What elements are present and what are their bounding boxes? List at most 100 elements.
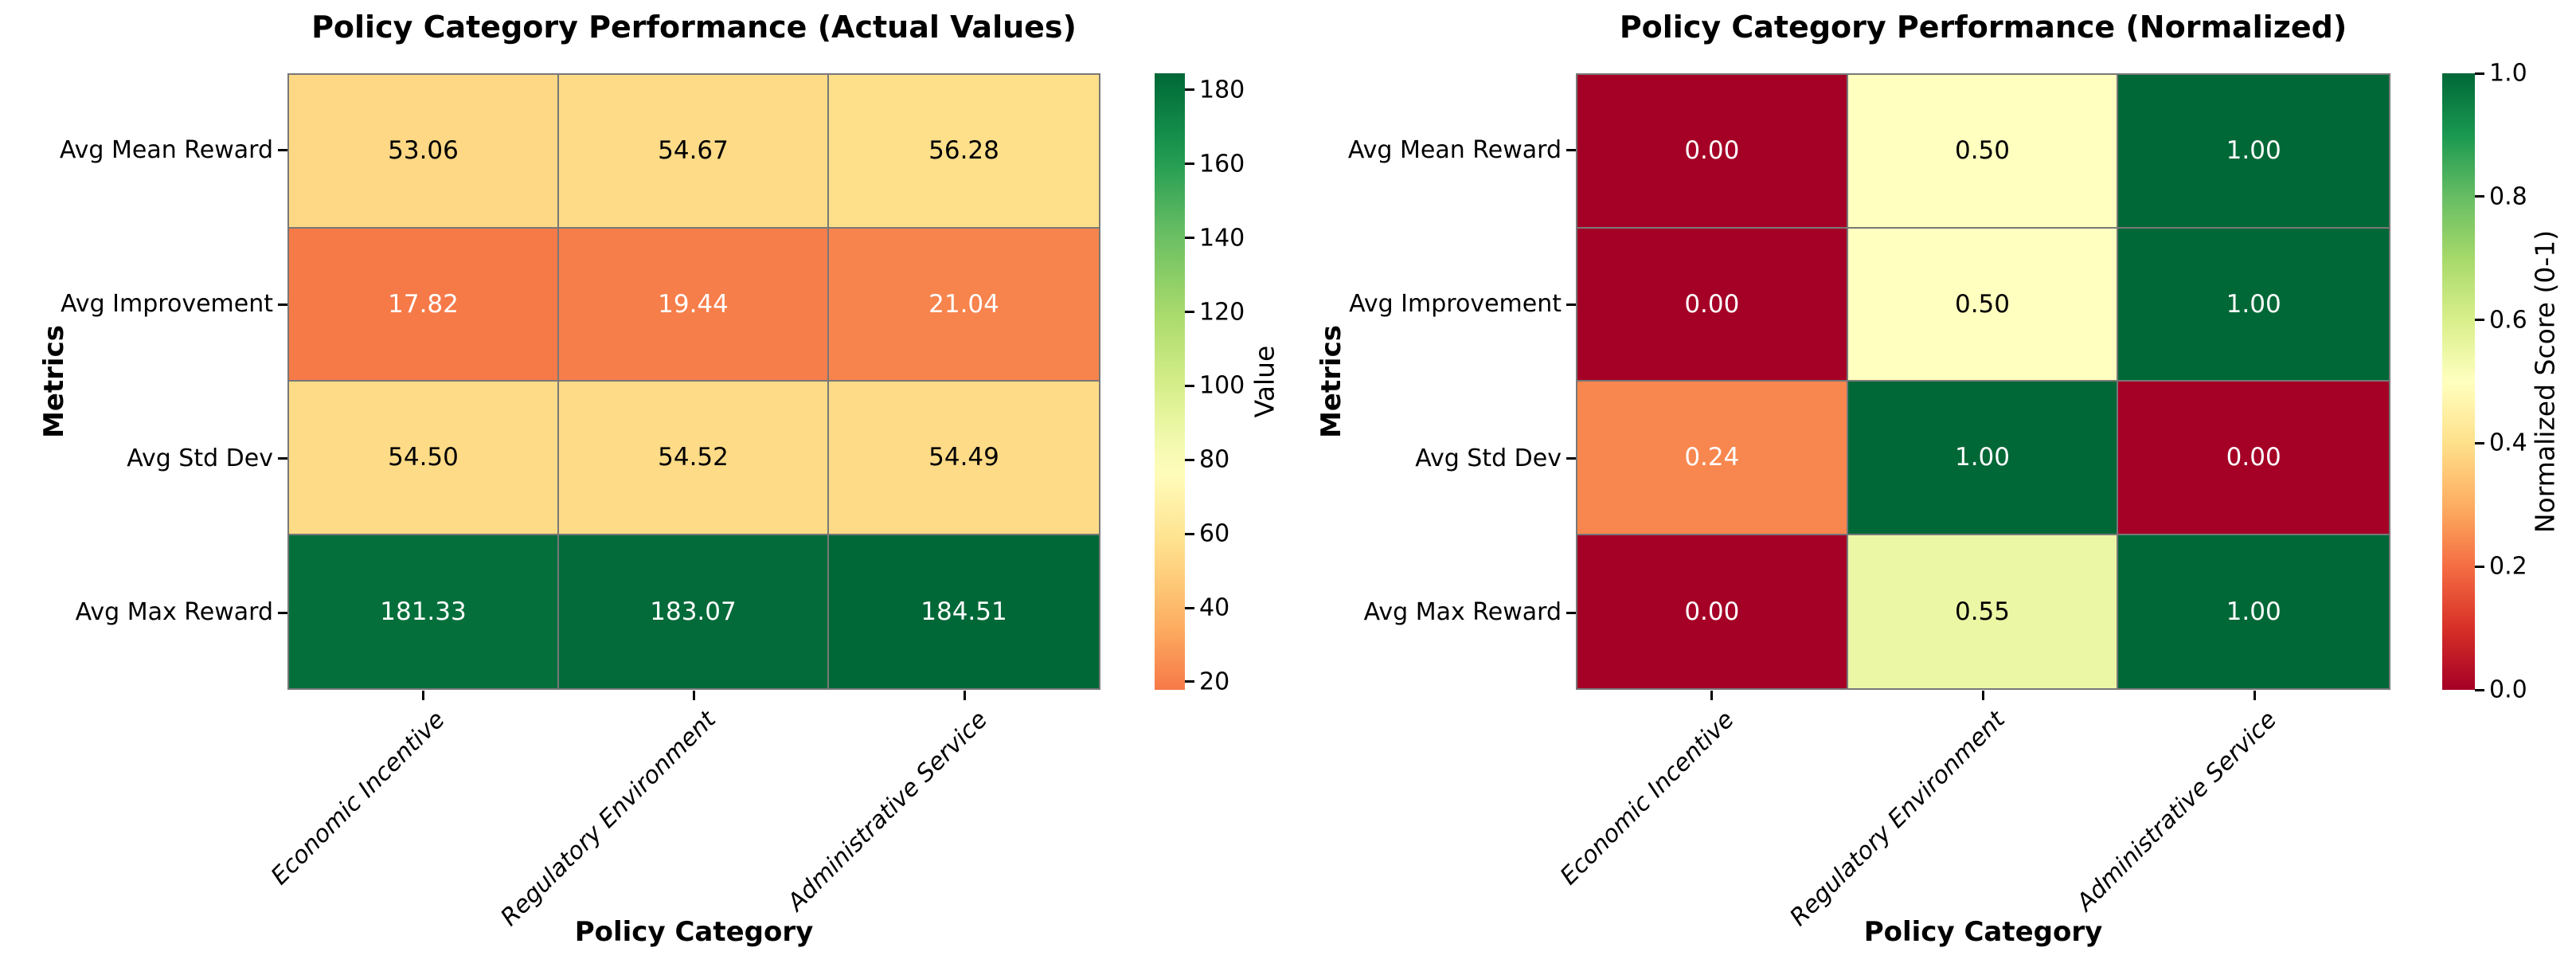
colorbar-tick-label: 0.6: [2489, 306, 2527, 335]
x-tick-mark: [421, 691, 424, 700]
colorbar-tick-mark: [2475, 565, 2484, 568]
cell-value: 19.44: [658, 289, 729, 319]
y-tick-mark: [1566, 611, 1576, 614]
colorbar-tick-label: 60: [1199, 519, 1230, 548]
cell-value: 0.24: [1684, 443, 1740, 472]
heatmap-cell: 21.04: [829, 228, 1099, 382]
colorbar-tick-label: 0.8: [2489, 182, 2527, 211]
cell-value: 181.33: [380, 597, 467, 626]
cell-value: 0.00: [1684, 136, 1740, 166]
heatmap-cell: 56.28: [829, 75, 1099, 229]
y-tick-mark: [278, 303, 287, 306]
heatmap-cell: 0.00: [1577, 534, 1848, 688]
y-tick-mark: [278, 611, 287, 614]
colorbar-tick-label: 0.4: [2489, 429, 2527, 457]
y-axis-label: Metrics: [1315, 325, 1347, 438]
y-tick-label: Avg Improvement: [1349, 290, 1562, 319]
x-tick-mark: [693, 691, 695, 700]
x-tick-label: Economic Incentive: [266, 706, 451, 891]
cell-value: 0.00: [1684, 289, 1740, 319]
cell-value: 0.55: [1954, 597, 2010, 626]
y-tick-label: Avg Mean Reward: [1347, 135, 1562, 164]
y-tick-mark: [278, 149, 287, 152]
heatmap-cell: 0.00: [1577, 228, 1848, 382]
colorbar-tick-mark: [1185, 384, 1194, 387]
x-tick-mark: [1982, 691, 1984, 700]
heatmap-cell: 1.00: [1847, 382, 2119, 535]
colorbar-tick-label: 100: [1199, 371, 1245, 400]
colorbar-tick-label: 20: [1199, 668, 1230, 696]
heatmap-cell: 0.24: [1577, 382, 1848, 535]
y-tick-label: Avg Improvement: [61, 290, 273, 319]
colorbar-tick-label: 0.0: [2489, 675, 2527, 704]
heatmap-cell: 1.00: [2118, 75, 2389, 229]
x-tick-label: Regulatory Environment: [495, 706, 722, 932]
heatmap-cell: 0.00: [2118, 382, 2389, 535]
heatmap-cell: 181.33: [289, 534, 559, 688]
heatmap-cell: 54.52: [559, 382, 829, 535]
cell-value: 17.82: [388, 289, 459, 319]
heatmap-cell: 54.67: [559, 75, 829, 229]
cell-value: 0.50: [1954, 136, 2010, 166]
y-tick-label: Avg Std Dev: [1415, 444, 1562, 472]
heatmap-cell: 54.50: [289, 382, 559, 535]
y-tick-mark: [1566, 303, 1576, 306]
heatmap-cell: 17.82: [289, 228, 559, 382]
cell-value: 184.51: [921, 597, 1007, 626]
colorbar: [2442, 73, 2475, 690]
colorbar-tick-label: 40: [1199, 593, 1230, 622]
x-tick-mark: [1710, 691, 1713, 700]
y-tick-label: Avg Mean Reward: [59, 135, 273, 164]
heatmap-grid: 53.06 54.67 56.28 17.82 19.44 21.04 54.50 54.52…: [287, 73, 1100, 690]
colorbar-tick-mark: [1185, 458, 1194, 461]
colorbar-tick-label: 140: [1199, 224, 1245, 253]
colorbar-tick-mark: [2475, 195, 2484, 198]
colorbar-tick-mark: [2475, 319, 2484, 322]
y-tick-mark: [1566, 457, 1576, 460]
heatmap-cell: 184.51: [829, 534, 1099, 688]
colorbar-tick-mark: [1185, 606, 1194, 609]
cell-value: 21.04: [928, 289, 999, 319]
x-tick-label: Economic Incentive: [1554, 706, 1740, 891]
y-tick-mark: [278, 457, 287, 460]
x-axis-label: Policy Category: [574, 916, 814, 948]
colorbar-label: Value: [1249, 345, 1280, 418]
cell-value: 54.49: [928, 443, 999, 472]
colorbar-tick-mark: [2475, 688, 2484, 691]
colorbar-tick-label: 120: [1199, 298, 1245, 327]
colorbar-tick-label: 80: [1199, 445, 1230, 474]
x-tick-label: Administrative Service: [2071, 706, 2283, 917]
cell-value: 183.07: [650, 597, 737, 626]
chart-title: Policy Category Performance (Normalized): [1619, 10, 2347, 45]
x-tick-mark: [964, 691, 967, 700]
colorbar-tick-mark: [2475, 441, 2484, 444]
cell-value: 1.00: [2226, 597, 2281, 626]
y-tick-label: Avg Max Reward: [1363, 598, 1562, 627]
cell-value: 1.00: [2226, 136, 2281, 166]
y-axis-label: Metrics: [38, 325, 70, 438]
colorbar-tick-mark: [1185, 162, 1194, 166]
colorbar-tick-mark: [2475, 72, 2484, 75]
colorbar-tick-label: 0.2: [2489, 552, 2527, 581]
colorbar-tick-mark: [1185, 532, 1194, 535]
heatmap-cell: 183.07: [559, 534, 829, 688]
heatmap-cell: 0.50: [1847, 75, 2119, 229]
heatmap-cell: 53.06: [289, 75, 559, 229]
cell-value: 0.00: [2226, 443, 2281, 472]
colorbar-tick-mark: [1185, 88, 1194, 92]
colorbar-tick-label: 180: [1199, 76, 1245, 104]
colorbar-label: Normalized Score (0-1): [2529, 229, 2561, 534]
colorbar-tick-label: 160: [1199, 150, 1245, 178]
cell-value: 54.50: [388, 443, 459, 472]
cell-value: 54.67: [658, 136, 729, 166]
heatmap-cell: 0.00: [1577, 75, 1848, 229]
cell-value: 1.00: [2226, 289, 2281, 319]
colorbar-tick-mark: [1185, 237, 1194, 240]
colorbar-tick-mark: [1185, 311, 1194, 314]
y-tick-mark: [1566, 149, 1576, 152]
colorbar-tick-label: 1.0: [2489, 59, 2527, 88]
heatmap-cell: 0.50: [1847, 228, 2119, 382]
chart-title: Policy Category Performance (Actual Valu…: [311, 10, 1077, 45]
cell-value: 1.00: [1954, 443, 2010, 472]
cell-value: 0.00: [1684, 597, 1740, 626]
